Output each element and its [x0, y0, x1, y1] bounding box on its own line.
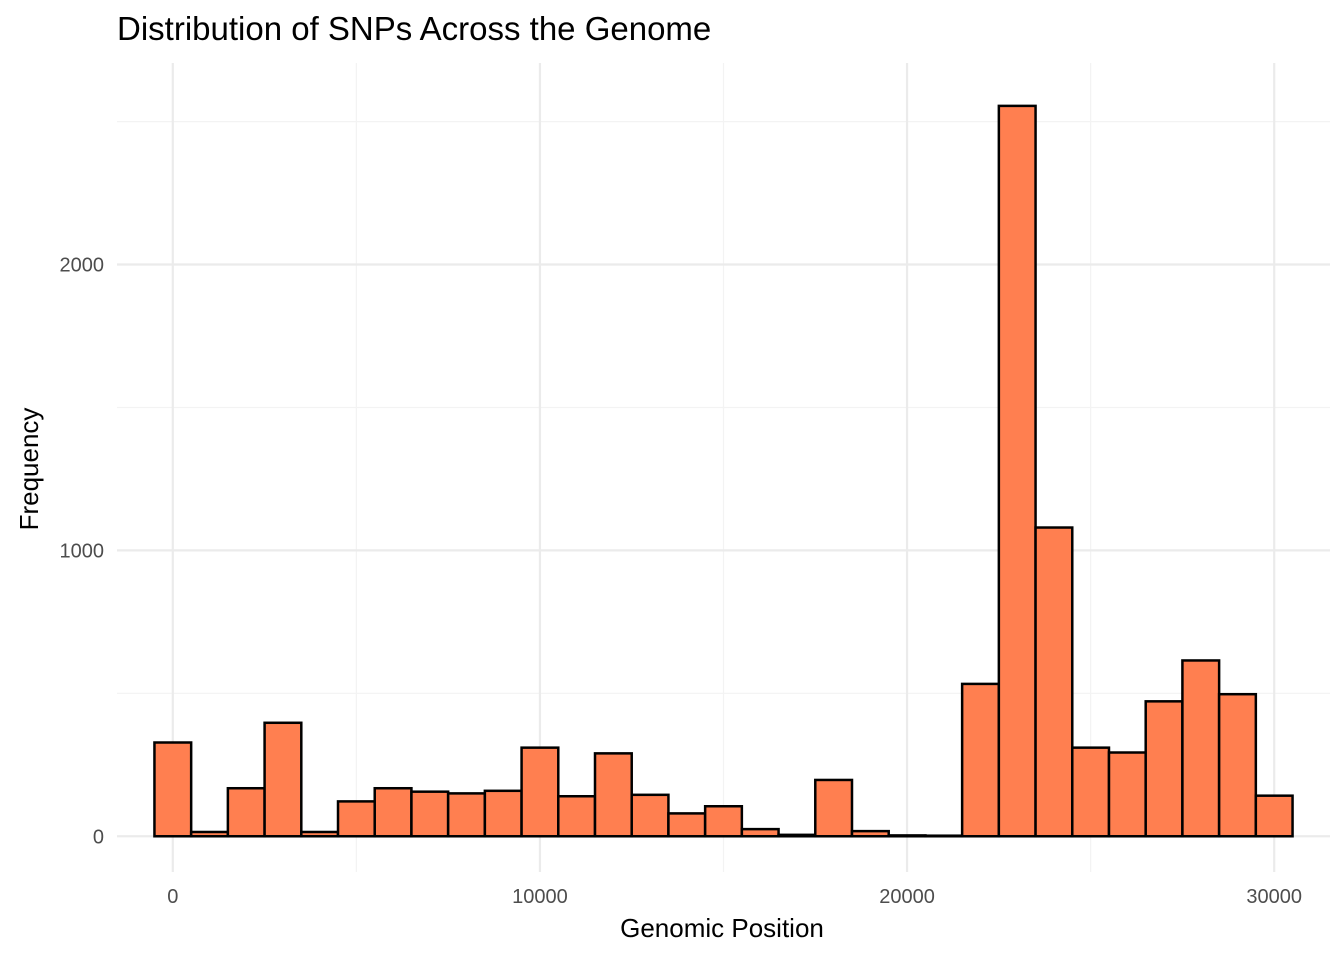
x-tick-labels: 0 10000 20000 30000: [167, 886, 1302, 908]
histogram-bar: [1107, 751, 1147, 838]
histogram-bar: [777, 833, 817, 838]
histogram-bar: [446, 792, 487, 838]
histogram-bar: [1034, 526, 1074, 838]
histogram-bar: [410, 790, 450, 838]
histogram-bar: [226, 786, 266, 838]
histogram-bar: [740, 827, 780, 838]
x-tick-label: 30000: [1246, 886, 1302, 908]
histogram-bar: [887, 834, 927, 838]
histogram-bar: [1217, 692, 1258, 838]
histogram-bar: [1181, 659, 1221, 838]
histogram-bar: [667, 812, 707, 838]
histogram-bars: [153, 104, 1294, 838]
histogram-bar: [153, 741, 193, 838]
histogram-bar: [814, 778, 854, 838]
x-axis-title: Genomic Position: [620, 913, 824, 943]
histogram-bar: [630, 793, 670, 838]
histogram-bar: [373, 786, 413, 838]
y-axis-title: Frequency: [14, 408, 44, 531]
histogram-bar: [483, 789, 523, 838]
histogram-bar: [924, 834, 964, 838]
x-tick-label: 0: [167, 886, 178, 908]
y-tick-label: 0: [93, 826, 104, 848]
histogram-bar: [1071, 746, 1111, 838]
histogram-bar: [263, 721, 303, 838]
x-tick-label: 10000: [512, 886, 568, 908]
x-tick-label: 20000: [879, 886, 935, 908]
histogram-bar: [703, 805, 744, 838]
histogram-bar: [593, 752, 633, 838]
histogram-bar: [300, 830, 340, 838]
histogram-bar: [850, 829, 890, 838]
histogram-bar: [960, 682, 1001, 838]
chart-title: Distribution of SNPs Across the Genome: [117, 10, 711, 47]
histogram-bar: [1144, 700, 1184, 838]
histogram-bar: [189, 830, 230, 838]
histogram-bar: [1254, 794, 1294, 838]
y-tick-label: 2000: [60, 255, 105, 277]
histogram-bar: [997, 104, 1037, 838]
histogram-bar: [336, 800, 376, 838]
histogram-bar: [520, 746, 560, 838]
y-tick-label: 1000: [60, 540, 105, 562]
histogram-bar: [557, 794, 597, 838]
y-tick-labels: 0 1000 2000: [60, 255, 105, 849]
